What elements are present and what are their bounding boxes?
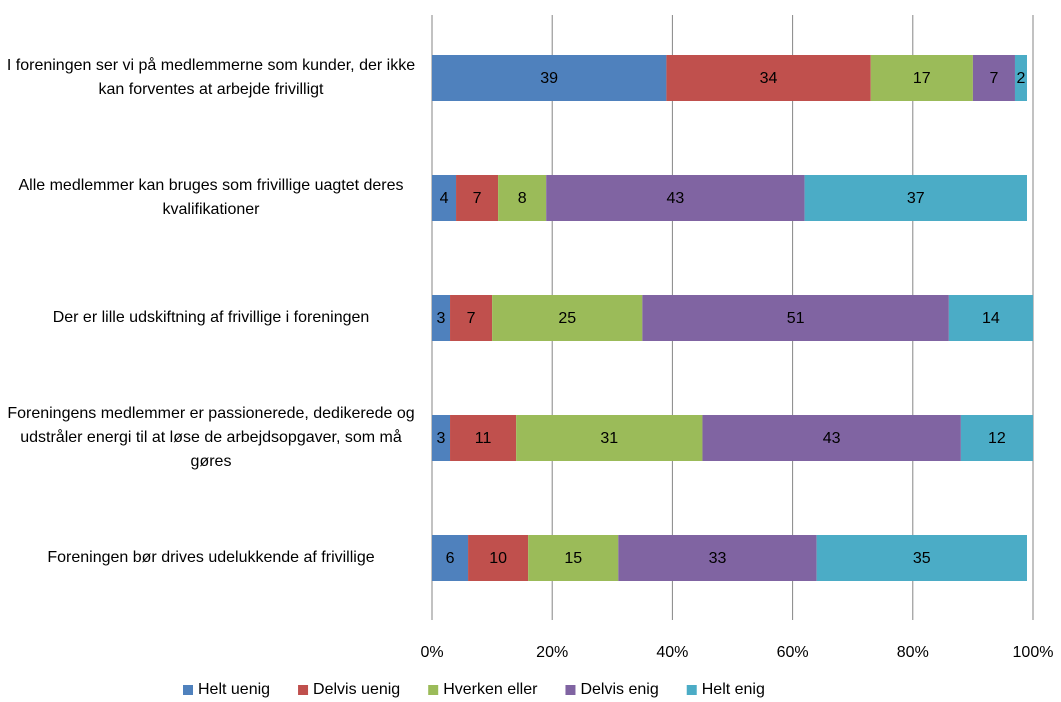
legend-swatch xyxy=(565,685,576,695)
legend-swatch xyxy=(686,685,697,695)
data-label: 17 xyxy=(913,70,931,87)
legend-label: Delvis enig xyxy=(580,681,658,698)
data-label: 14 xyxy=(982,310,1000,327)
x-tick-label: 60% xyxy=(777,644,809,661)
data-label: 10 xyxy=(489,550,507,567)
bar-segment xyxy=(642,295,949,341)
bar-segment xyxy=(450,415,517,461)
data-label: 33 xyxy=(709,550,727,567)
data-label: 25 xyxy=(558,310,576,327)
bar-segment xyxy=(870,55,973,101)
bar-segment xyxy=(804,175,1027,221)
data-label: 12 xyxy=(988,430,1006,447)
x-tick-label: 20% xyxy=(536,644,568,661)
legend-label: Helt uenig xyxy=(198,681,270,698)
data-label: 7 xyxy=(467,310,476,327)
bar-segment xyxy=(1014,55,1027,101)
data-label: 7 xyxy=(989,70,998,87)
x-tick-label: 40% xyxy=(656,644,688,661)
bar-segment xyxy=(492,295,643,341)
data-label: 43 xyxy=(823,430,841,447)
legend-label: Hverken eller xyxy=(443,681,538,698)
data-label: 3 xyxy=(437,310,446,327)
data-label: 31 xyxy=(600,430,618,447)
data-label: 4 xyxy=(440,190,449,207)
data-label: 11 xyxy=(475,430,492,447)
data-label: 39 xyxy=(540,70,558,87)
category-label: Der er lille udskiftning af frivillige i… xyxy=(52,309,370,326)
legend-label: Helt enig xyxy=(702,681,765,698)
data-label: 37 xyxy=(907,190,925,207)
bar-segment xyxy=(528,535,619,581)
bar-segment xyxy=(666,55,871,101)
x-tick-label: 0% xyxy=(420,644,443,661)
data-label: 6 xyxy=(446,550,455,567)
bar-segment xyxy=(498,175,547,221)
legend-label: Delvis uenig xyxy=(313,681,400,698)
bar-segment xyxy=(468,535,529,581)
legend-swatch xyxy=(428,685,439,695)
data-label: 8 xyxy=(518,190,527,207)
data-label: 51 xyxy=(787,310,805,327)
data-label: 35 xyxy=(913,550,931,567)
category-label: Alle medlemmer kan bruges som frivillige… xyxy=(18,177,404,218)
legend-swatch xyxy=(298,685,309,695)
bar-segment xyxy=(432,175,457,221)
legend-swatch xyxy=(183,685,193,695)
category-label: Foreningens medlemmer er passionerede, d… xyxy=(7,405,415,470)
x-tick-label: 100% xyxy=(1013,644,1054,661)
bar-segment xyxy=(432,415,451,461)
bar-segment xyxy=(618,535,817,581)
data-label: 34 xyxy=(760,70,778,87)
bar-segment xyxy=(960,415,1033,461)
data-label: 3 xyxy=(437,430,446,447)
bar-segment xyxy=(456,175,499,221)
bar-segment xyxy=(432,535,469,581)
bar-segment xyxy=(432,55,667,101)
bar-segment xyxy=(546,175,805,221)
data-label: 2 xyxy=(1017,70,1026,87)
bar-segment xyxy=(948,295,1033,341)
data-label: 43 xyxy=(667,190,685,207)
category-label: Foreningen bør drives udelukkende af fri… xyxy=(47,549,375,566)
x-tick-label: 80% xyxy=(897,644,929,661)
bar-segment xyxy=(972,55,1015,101)
bar-segment xyxy=(816,535,1027,581)
bar-segment xyxy=(516,415,703,461)
bar-segment xyxy=(702,415,961,461)
data-label: 15 xyxy=(564,550,582,567)
bar-segment xyxy=(432,295,451,341)
category-label: I foreningen ser vi på medlemmerne som k… xyxy=(6,57,416,98)
bar-segment xyxy=(450,295,493,341)
data-label: 7 xyxy=(473,190,482,207)
